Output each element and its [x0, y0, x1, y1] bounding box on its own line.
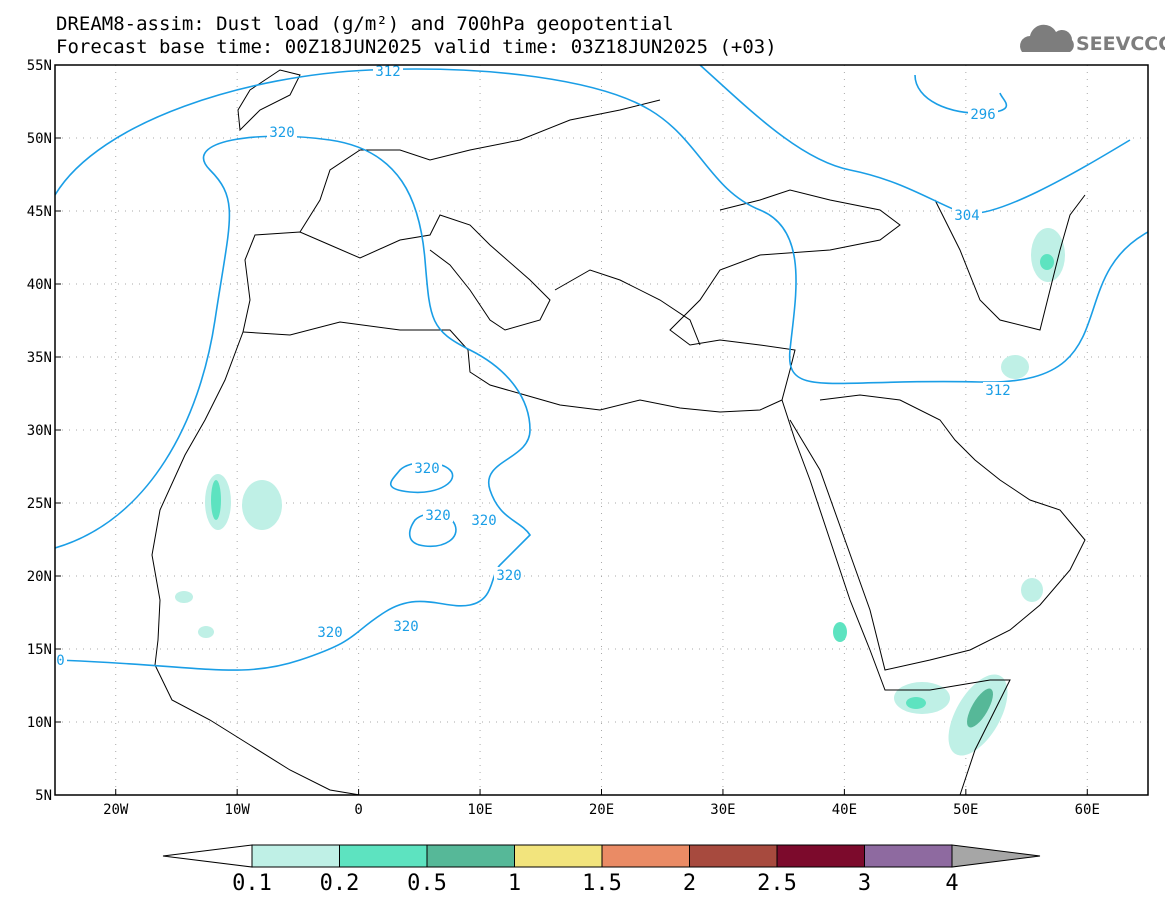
contour-label-bg	[315, 624, 345, 639]
contour-label-bg	[494, 567, 524, 582]
coastline	[781, 399, 1011, 795]
coastline	[242, 214, 551, 333]
x-tick-label: 40E	[832, 802, 857, 818]
dust-area	[906, 697, 926, 709]
contour-label-bg	[267, 124, 297, 139]
plot-area: 312 320 296 304 312 320 320 320 320 320 320 320	[39, 64, 1148, 795]
dust-area	[833, 622, 847, 642]
y-tick-label: 35N	[27, 350, 52, 366]
colorbar-box	[864, 844, 953, 868]
x-tick-label: 10E	[467, 802, 492, 818]
x-tick-label: 30E	[710, 802, 735, 818]
coastline	[242, 189, 901, 413]
coastline	[299, 99, 661, 233]
contour-label: 320	[393, 619, 418, 635]
contour-label-bg	[952, 207, 982, 222]
dust-area	[1021, 578, 1043, 602]
y-tick-label: 25N	[27, 496, 52, 512]
colorbar-label: 0.2	[320, 871, 360, 896]
colorbar-label: 0.1	[232, 871, 272, 896]
dust-area	[242, 480, 282, 530]
coastline	[237, 69, 301, 132]
x-tick-label: 50E	[953, 802, 978, 818]
colorbar-arrow-high	[951, 844, 1041, 868]
coastlines	[151, 69, 1086, 795]
x-tick-label: 0	[354, 802, 362, 818]
subtitle: Forecast base time: 00Z18JUN2025 valid t…	[56, 36, 777, 58]
contour-label: 320	[317, 625, 342, 641]
contour-label: 320	[471, 513, 496, 529]
dust-areas	[175, 228, 1065, 756]
colorbar-box	[514, 844, 603, 868]
title: DREAM8-assim: Dust load (g/m²) and 700hP…	[56, 13, 674, 35]
y-tick-label: 5N	[35, 788, 52, 804]
colorbar-box	[426, 844, 515, 868]
dust-area	[1040, 254, 1054, 270]
contour-line	[55, 135, 532, 671]
y-tick-label: 50N	[27, 131, 52, 147]
contour-line	[55, 68, 1148, 385]
y-tick-label: 40N	[27, 277, 52, 293]
y-tick-label: 15N	[27, 642, 52, 658]
colorbar-arrow-low	[162, 844, 253, 868]
colorbar-label: 4	[945, 871, 958, 896]
colorbar-box	[339, 844, 428, 868]
dust-area	[211, 480, 221, 520]
colorbar-box	[689, 844, 778, 868]
logo-cloud	[1020, 24, 1074, 52]
x-tick-label: 60E	[1075, 802, 1100, 818]
colorbar-box	[601, 844, 690, 868]
contour-label-bg	[983, 382, 1013, 397]
contour-label: 320	[425, 508, 450, 524]
coastline	[554, 269, 701, 346]
dust-area	[967, 688, 993, 728]
contour-label: 304	[954, 208, 979, 224]
contour-label: 320	[39, 653, 64, 669]
coastline	[934, 194, 1086, 331]
contour-label-bg	[391, 618, 421, 633]
contour-label-bg	[469, 512, 499, 527]
colorbar-label: 2.5	[757, 871, 797, 896]
contour-label-bg	[412, 460, 442, 475]
contour-label-bg	[55, 652, 67, 667]
y-tick-label: 55N	[27, 58, 52, 74]
colorbar: 0.1 0.2 0.5 1 1.5 2 2.5 3 4	[162, 844, 1041, 896]
colorbar-box	[776, 844, 865, 868]
dust-area	[894, 682, 950, 714]
colorbar-label: 0.5	[407, 871, 447, 896]
dust-area	[175, 591, 193, 603]
colorbar-label: 2	[683, 871, 696, 896]
colorbar-label: 3	[858, 871, 871, 896]
x-tick-label: 20W	[103, 802, 129, 818]
contour-label: 312	[985, 383, 1010, 399]
contour-label: 312	[375, 64, 400, 80]
contour-label: 320	[496, 568, 521, 584]
contour-label: 296	[970, 107, 995, 123]
colorbar-label: 1	[508, 871, 521, 896]
logo-text: SEEVCCC	[1076, 33, 1165, 55]
x-tick-label: 10W	[225, 802, 251, 818]
x-tick-label: 20E	[589, 802, 614, 818]
y-tick-label: 20N	[27, 569, 52, 585]
contour-line	[699, 65, 1131, 215]
colorbar-label: 1.5	[582, 871, 622, 896]
coastline	[151, 331, 361, 795]
contour-label: 320	[269, 125, 294, 141]
coastline	[789, 394, 1086, 671]
logo: SEEVCCC	[1020, 24, 1165, 55]
y-tick-label: 45N	[27, 204, 52, 220]
dust-area	[198, 626, 214, 638]
contours: 312 320 296 304 312 320 320 320 320 320 320 320	[39, 64, 1148, 671]
contour-label: 320	[414, 461, 439, 477]
dust-area	[1001, 355, 1029, 379]
y-tick-label: 10N	[27, 715, 52, 731]
y-tick-label: 30N	[27, 423, 52, 439]
contour-label-bg	[423, 507, 453, 522]
contour-label-bg	[968, 106, 998, 121]
colorbar-box	[251, 844, 340, 868]
contour-label-bg	[373, 65, 403, 78]
